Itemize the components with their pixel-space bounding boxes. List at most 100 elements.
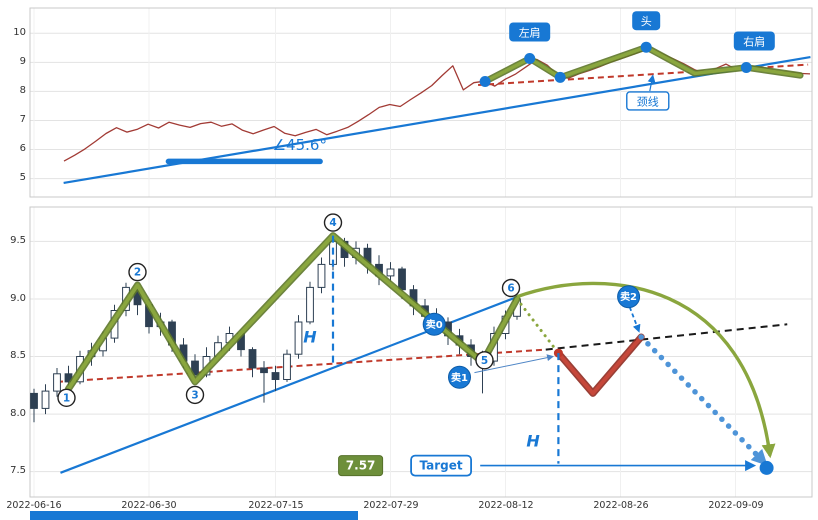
- swing-point-number: 2: [134, 267, 141, 279]
- x-tick-label: 2022-09-09: [708, 500, 764, 511]
- candle-body: [306, 286, 314, 323]
- neckline-label-text: 颈线: [637, 94, 659, 108]
- pattern-label-text: 右肩: [743, 35, 765, 49]
- angle-label: ∠45.6°: [273, 136, 327, 154]
- horizontal-scrollbar-thumb[interactable]: [30, 511, 358, 520]
- swing-point-circle: [501, 278, 521, 298]
- swing-point-number: 6: [507, 282, 514, 294]
- y-tick-label: 8: [19, 85, 26, 96]
- h-label-2: H: [526, 431, 540, 450]
- x-tick-label: 2022-06-16: [6, 500, 62, 511]
- swing-point-6[interactable]: 6: [501, 278, 521, 298]
- pattern-label-1[interactable]: 左肩: [509, 22, 551, 42]
- pattern-vertex-dot: [479, 76, 491, 87]
- y-tick-label: 5: [19, 172, 26, 183]
- pullback-dotted: [515, 297, 560, 355]
- candle-body: [294, 321, 303, 355]
- red-zigzag[interactable]: [556, 335, 644, 396]
- candle-body: [398, 268, 406, 291]
- sell-marker-2[interactable]: 卖2: [617, 285, 641, 309]
- neckline-lower[interactable]: [56, 348, 546, 383]
- candle-body: [271, 372, 280, 381]
- pattern-vertex-dot: [740, 62, 752, 73]
- swing-point-number: 4: [329, 217, 336, 229]
- pattern-vertex-dot: [640, 41, 652, 53]
- target-label-box: [410, 454, 473, 477]
- sell-marker-text: 卖0: [426, 318, 443, 331]
- pattern-vertex-dot: [554, 71, 566, 83]
- pattern-label-box: [733, 31, 775, 51]
- top-panel: [29, 7, 813, 198]
- swing-point-circle: [185, 385, 205, 405]
- swing-point-5[interactable]: 5: [475, 351, 494, 370]
- candle-body: [260, 367, 268, 374]
- price-line: [63, 48, 811, 162]
- sell-marker-1[interactable]: 卖1: [448, 365, 471, 389]
- pattern-label-text: 头: [641, 15, 652, 28]
- sell-marker-circle: [422, 312, 446, 336]
- candle-body: [53, 373, 61, 392]
- sell-marker-text: 卖1: [451, 371, 468, 384]
- neckline-label[interactable]: 颈线: [626, 91, 670, 111]
- x-tick-label: 2022-07-15: [248, 500, 304, 511]
- projection-curve[interactable]: [516, 281, 776, 459]
- target-label-text: Target: [420, 459, 463, 473]
- swing-point-1[interactable]: 1: [57, 388, 76, 407]
- swing-point-number: 3: [191, 389, 198, 401]
- sell1-pointer-arrow: [474, 354, 555, 374]
- y-tick-label: 9.5: [10, 235, 26, 246]
- y-tick-label: 9: [19, 56, 26, 67]
- swing-point-number: 1: [63, 392, 70, 404]
- y-tick-label: 7: [19, 114, 26, 125]
- target-value-badge[interactable]: 7.57: [338, 455, 384, 477]
- swing-point-2[interactable]: 2: [128, 262, 147, 282]
- swing-point-3[interactable]: 3: [185, 385, 205, 405]
- gridlines: [30, 8, 812, 497]
- y-tick-label: 9.0: [10, 293, 26, 304]
- target-value-text: 7.57: [346, 459, 376, 473]
- swing-point-circle: [128, 262, 147, 282]
- zigzag-line[interactable]: [66, 233, 519, 391]
- swing-point-circle: [475, 351, 494, 370]
- pattern-label-2[interactable]: 头: [632, 11, 661, 31]
- sell-marker-circle: [448, 365, 471, 389]
- sell-marker-0[interactable]: 卖0: [422, 312, 446, 336]
- drop-arrow[interactable]: [638, 334, 769, 467]
- target-dot: [759, 460, 774, 475]
- pattern-label-box: [632, 11, 661, 31]
- target-value-box: [338, 455, 384, 477]
- y-tick-label: 7.5: [10, 465, 26, 476]
- sell-marker-circle: [617, 285, 641, 309]
- swing-point-number: 5: [481, 355, 488, 367]
- bottom-panel: [29, 206, 813, 498]
- x-tick-label: 2022-08-12: [478, 500, 534, 511]
- y-tick-label: 10: [13, 27, 26, 38]
- neckline-pointer-arrow: [647, 74, 656, 92]
- pattern-vertex-dot: [524, 53, 536, 64]
- candle-body: [191, 360, 199, 376]
- x-tick-label: 2022-08-26: [593, 500, 649, 511]
- sell-marker-text: 卖2: [620, 290, 637, 303]
- y-tick-label: 6: [19, 143, 26, 154]
- candle-body: [283, 353, 291, 381]
- swing-point-circle: [323, 213, 343, 232]
- pattern-label-text: 左肩: [519, 26, 541, 40]
- candle-body: [30, 392, 38, 409]
- neckline-extension[interactable]: [545, 323, 788, 351]
- h-label-1: H: [303, 328, 317, 347]
- sell2-pointer-arrow: [628, 306, 641, 333]
- candle-body: [41, 390, 50, 409]
- x-tick-label: 2022-07-29: [363, 500, 419, 511]
- pattern-label-3[interactable]: 右肩: [733, 31, 775, 51]
- neckline-label-box: [626, 91, 670, 111]
- y-tick-label: 8.5: [10, 350, 26, 361]
- target-label-badge[interactable]: Target: [410, 454, 473, 477]
- y-tick-label: 8.0: [10, 408, 26, 419]
- swing-point-4[interactable]: 4: [323, 213, 343, 232]
- candle-body: [317, 263, 326, 288]
- candle-body: [248, 349, 257, 369]
- candle-body: [386, 268, 395, 277]
- pattern-label-box: [509, 22, 551, 42]
